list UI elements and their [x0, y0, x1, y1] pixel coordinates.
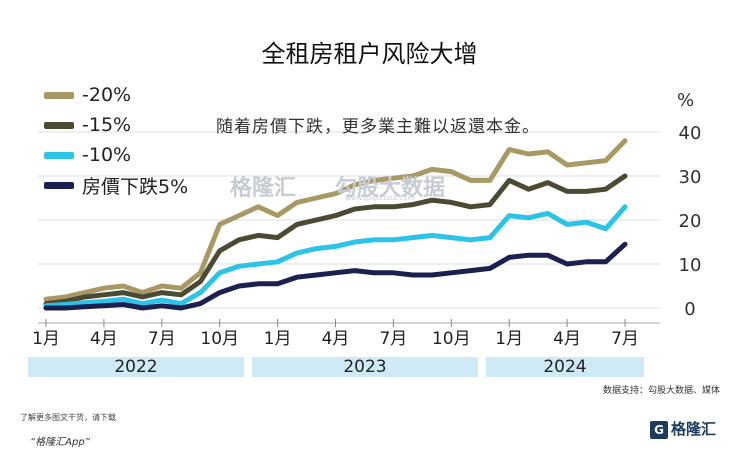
watermark-url: www.gogudata.com: [345, 194, 415, 202]
x-tick-label-10: 7月: [611, 329, 639, 349]
x-tick-label-6: 7月: [379, 329, 407, 349]
legend-item-5: 房價下跌5%: [44, 170, 188, 200]
x-tick-label-7: 10月: [432, 329, 471, 349]
footer-app: “格隆汇App”: [30, 437, 90, 448]
y-tick-label-30: 30: [679, 167, 702, 188]
x-tick-label-1: 4月: [90, 329, 118, 349]
source-note: 数据支持：勾股大数据、媒体: [603, 386, 721, 396]
series-line-3: [43, 241, 628, 311]
x-tick-label-0: 1月: [32, 329, 60, 349]
brand-g-icon: G: [650, 421, 668, 439]
series-line-2: [43, 204, 628, 309]
legend-item-15: -15%: [44, 110, 188, 140]
legend-swatch-15: [44, 121, 74, 129]
chart-subtitle: 随着房價下跌，更多業主難以返還本金。: [216, 117, 540, 137]
legend-item-20: -20%: [44, 80, 188, 110]
y-tick-label-0: 0: [684, 299, 695, 320]
series-line-0: [43, 138, 628, 302]
legend-item-10: -10%: [44, 140, 188, 170]
brand-logo: G 格隆汇: [650, 418, 716, 439]
legend-swatch-5: [44, 181, 74, 189]
legend: -20% -15% -10% 房價下跌5%: [44, 80, 188, 200]
watermark-gugu: 勾股大数据: [335, 176, 446, 201]
unit-label: %: [677, 90, 695, 111]
legend-swatch-20: [44, 91, 74, 99]
watermark-logo: 格隆汇: [230, 176, 297, 201]
x-tick-label-4: 1月: [264, 329, 292, 349]
y-tick-label-40: 40: [679, 123, 702, 144]
legend-label-20: -20%: [82, 84, 132, 106]
year-band-2023: 2023: [252, 357, 478, 377]
legend-label-5: 房價下跌5%: [82, 175, 189, 198]
x-tick-label-2: 7月: [148, 329, 176, 349]
chart-title: 全租房租户风险大增: [261, 40, 478, 68]
legend-label-10: -10%: [82, 144, 132, 166]
brand-text: 格隆汇: [671, 420, 717, 438]
x-tick-label-3: 10月: [200, 329, 239, 349]
series-line-1: [43, 173, 628, 307]
year-band-2024: 2024: [486, 357, 644, 377]
legend-swatch-10: [44, 151, 74, 159]
y-tick-label-10: 10: [679, 255, 702, 276]
x-tick-label-9: 4月: [553, 329, 581, 349]
footer-note: 了解更多图文干货，请下载: [20, 413, 116, 422]
x-tick-label-8: 1月: [495, 329, 523, 349]
y-tick-label-20: 20: [679, 211, 702, 232]
legend-label-15: -15%: [82, 114, 132, 136]
x-tick-label-5: 4月: [322, 329, 350, 349]
year-band-2022: 2022: [28, 357, 244, 377]
